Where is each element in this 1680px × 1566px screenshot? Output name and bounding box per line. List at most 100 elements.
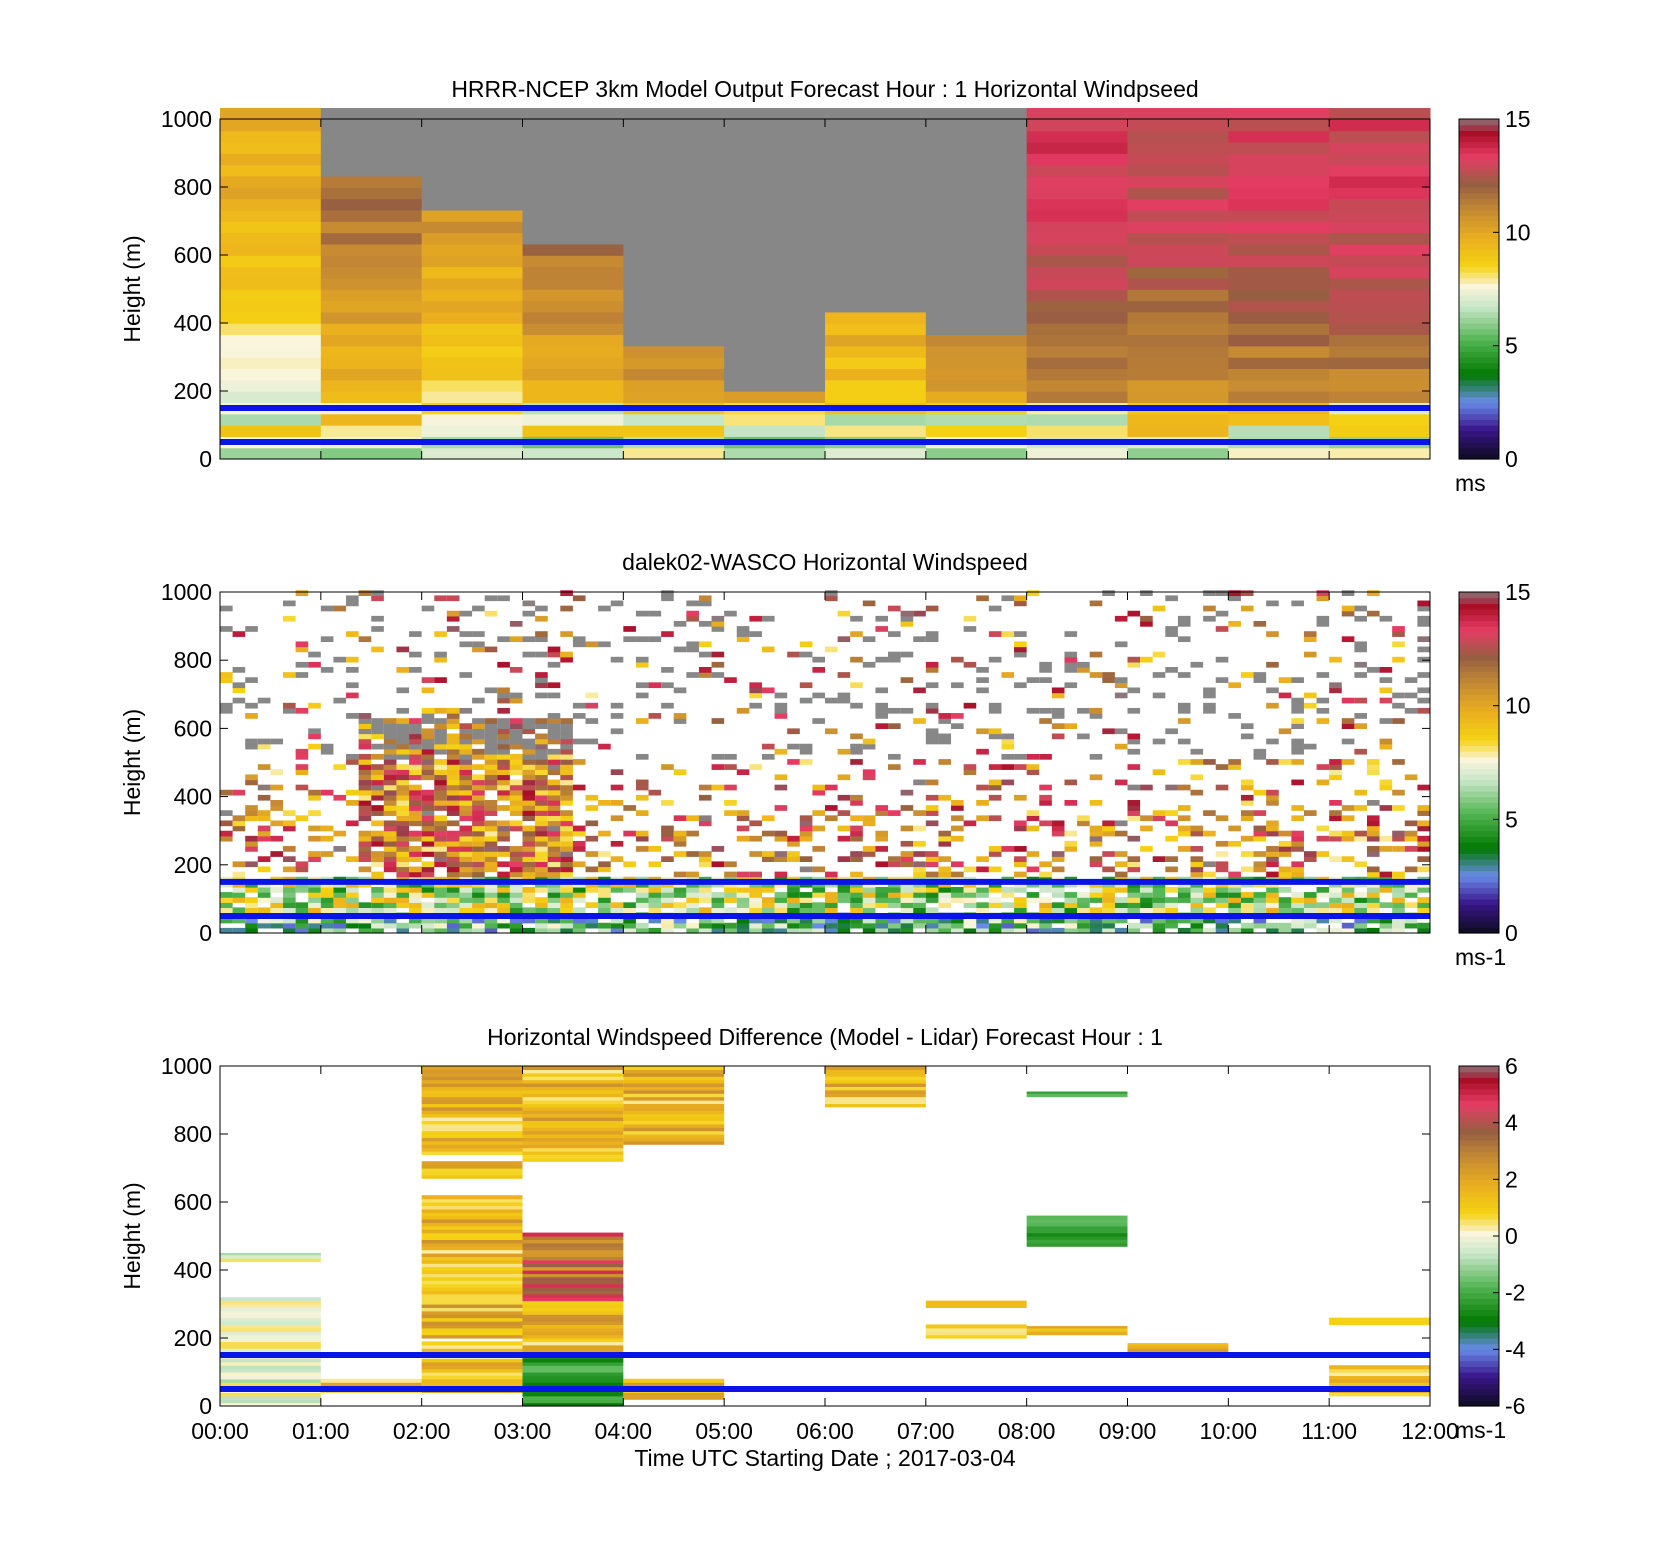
heatmap-cell — [434, 769, 447, 776]
heatmap-cell — [1329, 907, 1342, 914]
heatmap-cell — [371, 820, 384, 827]
heatmap-cell — [749, 692, 762, 699]
heatmap-cell — [1291, 743, 1304, 750]
heatmap-cell — [1165, 595, 1178, 602]
heatmap-cell — [308, 856, 321, 862]
heatmap-cell — [648, 902, 662, 909]
heatmap-cell — [484, 902, 498, 909]
heatmap-cell — [623, 266, 725, 279]
heatmap-cell — [1051, 907, 1065, 914]
heatmap-cell — [421, 153, 523, 166]
heatmap-cell — [648, 892, 662, 898]
heatmap-cell — [1341, 830, 1355, 837]
heatmap-cell — [1127, 687, 1141, 694]
heatmap-cell — [925, 119, 1028, 132]
heatmap-cell — [1089, 856, 1103, 862]
heatmap-cell — [1001, 631, 1015, 637]
heatmap-cell — [560, 902, 573, 909]
heatmap-cell — [1291, 748, 1304, 755]
colorbar-segment — [1459, 391, 1499, 398]
heatmap-cell — [736, 810, 750, 816]
colorbar-segment — [1459, 802, 1499, 809]
heatmap-cell — [837, 810, 851, 816]
heatmap-cell — [459, 641, 473, 648]
heatmap-cell — [661, 922, 674, 929]
heatmap-cell — [396, 784, 410, 791]
heatmap-cell — [724, 379, 826, 392]
heatmap-cell — [774, 830, 788, 837]
heatmap-cell — [976, 784, 989, 791]
heatmap-cell — [446, 595, 460, 602]
heatmap-cell — [1114, 902, 1128, 909]
heatmap-cell — [774, 927, 788, 934]
heatmap-cell — [308, 728, 321, 735]
heatmap-cell — [383, 830, 397, 837]
heatmap-cell — [497, 917, 510, 924]
heatmap-cell — [1392, 805, 1405, 811]
y-tick-label: 600 — [174, 242, 212, 268]
heatmap-cell — [825, 164, 927, 177]
heatmap-cell — [333, 892, 347, 898]
heatmap-cell — [383, 748, 397, 755]
heatmap-cell — [396, 815, 410, 822]
heatmap-cell — [1064, 922, 1078, 929]
heatmap-cell — [522, 810, 536, 816]
heatmap-cell — [1266, 846, 1279, 852]
heatmap-cell — [925, 856, 939, 862]
heatmap-cell — [1190, 789, 1204, 796]
heatmap-cell — [522, 1368, 624, 1373]
heatmap-cell — [421, 1120, 523, 1125]
heatmap-cell — [1026, 130, 1128, 143]
heatmap-cell — [421, 1304, 523, 1308]
heatmap-cell — [232, 871, 246, 878]
heatmap-cell — [232, 917, 246, 924]
y-tick-label: 800 — [174, 647, 212, 673]
heatmap-cell — [988, 728, 1002, 735]
heatmap-cell — [1026, 851, 1040, 857]
heatmap-cell — [1417, 897, 1430, 903]
heatmap-cell — [472, 835, 485, 842]
heatmap-cell — [522, 1123, 624, 1128]
heatmap-cell — [724, 861, 737, 868]
heatmap-cell — [1291, 861, 1304, 868]
colorbar-segment — [1459, 289, 1499, 296]
heatmap-cell — [535, 651, 548, 658]
heatmap-cell — [598, 641, 611, 648]
heatmap-cell — [1114, 820, 1128, 827]
heatmap-cell — [1417, 840, 1430, 847]
heatmap-cell — [1329, 311, 1431, 324]
heatmap-cell — [1203, 759, 1216, 765]
heatmap-cell — [459, 733, 473, 740]
heatmap-cell — [220, 1361, 321, 1366]
heatmap-cell — [547, 805, 561, 811]
heatmap-cell — [232, 897, 246, 903]
heatmap-cell — [1278, 692, 1292, 699]
heatmap-cell — [761, 687, 775, 694]
heatmap-cell — [749, 917, 762, 924]
heatmap-cell — [257, 697, 271, 704]
heatmap-cell — [623, 334, 725, 347]
heatmap-cell — [283, 600, 296, 607]
heatmap-cell — [434, 927, 447, 934]
heatmap-cell — [421, 1117, 523, 1121]
heatmap-cell — [1291, 723, 1304, 729]
heatmap-cell — [421, 1106, 523, 1111]
heatmap-cell — [547, 866, 561, 873]
heatmap-cell — [988, 897, 1002, 903]
heatmap-cell — [497, 846, 510, 852]
heatmap-cell — [295, 646, 309, 653]
heatmap-cell — [787, 851, 800, 857]
heatmap-cell — [396, 810, 410, 816]
heatmap-cell — [1152, 917, 1166, 924]
heatmap-cell — [610, 769, 624, 776]
heatmap-cell — [409, 769, 422, 776]
heatmap-cell — [1064, 830, 1078, 837]
heatmap-cell — [220, 1392, 321, 1397]
heatmap-cell — [1190, 830, 1204, 837]
heatmap-cell — [749, 851, 762, 857]
heatmap-cell — [1114, 861, 1128, 868]
heatmap-cell — [333, 927, 347, 934]
heatmap-cell — [799, 927, 813, 934]
heatmap-cell — [925, 707, 939, 714]
heatmap-cell — [459, 851, 473, 857]
